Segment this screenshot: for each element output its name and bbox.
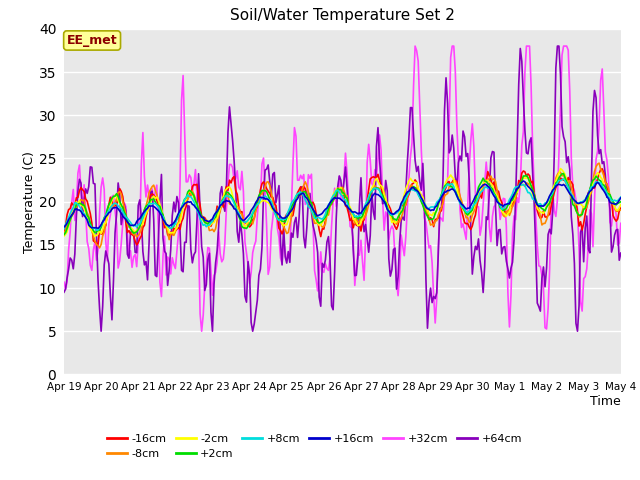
-16cm bbox=[410, 180, 417, 186]
+2cm bbox=[76, 201, 83, 206]
+16cm bbox=[552, 183, 559, 189]
+2cm bbox=[60, 232, 68, 238]
+8cm bbox=[165, 224, 173, 230]
+64cm bbox=[617, 250, 625, 256]
+8cm bbox=[397, 203, 405, 208]
+8cm bbox=[60, 226, 68, 232]
+64cm bbox=[550, 151, 558, 157]
+8cm bbox=[93, 228, 100, 233]
+2cm bbox=[396, 212, 403, 217]
+2cm bbox=[377, 191, 385, 196]
+16cm bbox=[76, 207, 83, 213]
-8cm bbox=[617, 207, 625, 213]
+64cm bbox=[554, 43, 561, 49]
+16cm bbox=[617, 195, 625, 201]
-2cm bbox=[410, 179, 417, 185]
-8cm bbox=[410, 187, 417, 192]
+8cm bbox=[379, 196, 387, 202]
+32cm bbox=[379, 197, 387, 203]
+16cm bbox=[520, 178, 527, 184]
-2cm bbox=[60, 233, 68, 239]
+16cm bbox=[379, 197, 387, 203]
Y-axis label: Temperature (C): Temperature (C) bbox=[23, 151, 36, 252]
+64cm bbox=[379, 201, 387, 206]
-16cm bbox=[379, 192, 387, 198]
-2cm bbox=[397, 203, 405, 209]
Line: +8cm: +8cm bbox=[64, 179, 621, 230]
+2cm bbox=[408, 185, 416, 191]
-16cm bbox=[598, 166, 606, 172]
+64cm bbox=[165, 267, 173, 273]
-2cm bbox=[76, 198, 83, 204]
-2cm bbox=[379, 184, 387, 190]
-2cm bbox=[550, 182, 558, 188]
-2cm bbox=[91, 233, 99, 239]
+64cm bbox=[97, 328, 105, 334]
X-axis label: Time: Time bbox=[590, 395, 621, 408]
+64cm bbox=[397, 218, 405, 224]
Line: +16cm: +16cm bbox=[64, 181, 621, 228]
+32cm bbox=[60, 279, 68, 285]
Line: +64cm: +64cm bbox=[64, 46, 621, 331]
+32cm bbox=[617, 220, 625, 226]
+32cm bbox=[397, 232, 405, 238]
-16cm bbox=[60, 229, 68, 235]
Line: -8cm: -8cm bbox=[64, 163, 621, 248]
-2cm bbox=[557, 166, 564, 171]
+2cm bbox=[617, 199, 625, 204]
+16cm bbox=[165, 223, 173, 229]
Title: Soil/Water Temperature Set 2: Soil/Water Temperature Set 2 bbox=[230, 9, 455, 24]
-16cm bbox=[617, 205, 625, 211]
-8cm bbox=[165, 237, 173, 242]
+8cm bbox=[76, 204, 83, 209]
-8cm bbox=[379, 186, 387, 192]
-2cm bbox=[165, 230, 173, 236]
Line: +2cm: +2cm bbox=[64, 174, 621, 235]
Line: +32cm: +32cm bbox=[64, 46, 621, 331]
-16cm bbox=[133, 242, 141, 248]
-8cm bbox=[550, 184, 558, 190]
Legend: -16cm, -8cm, -2cm, +2cm, +8cm, +16cm, +32cm, +64cm: -16cm, -8cm, -2cm, +2cm, +8cm, +16cm, +3… bbox=[108, 433, 522, 459]
-2cm bbox=[617, 202, 625, 207]
+32cm bbox=[198, 328, 205, 334]
-16cm bbox=[76, 188, 83, 193]
+64cm bbox=[60, 289, 68, 295]
+64cm bbox=[410, 132, 417, 138]
+32cm bbox=[164, 254, 172, 260]
Line: -2cm: -2cm bbox=[64, 168, 621, 236]
+2cm bbox=[164, 223, 172, 229]
Line: -16cm: -16cm bbox=[64, 169, 621, 245]
-16cm bbox=[165, 234, 173, 240]
+2cm bbox=[549, 192, 557, 197]
-8cm bbox=[595, 160, 603, 166]
Text: EE_met: EE_met bbox=[67, 34, 117, 47]
-8cm bbox=[76, 199, 83, 204]
+8cm bbox=[617, 194, 625, 200]
+16cm bbox=[410, 185, 417, 191]
+2cm bbox=[560, 171, 568, 177]
+16cm bbox=[397, 200, 405, 206]
+16cm bbox=[60, 224, 68, 230]
-16cm bbox=[550, 190, 558, 195]
+16cm bbox=[94, 226, 102, 231]
-8cm bbox=[60, 230, 68, 236]
+32cm bbox=[412, 43, 419, 49]
+32cm bbox=[552, 214, 559, 219]
+32cm bbox=[76, 162, 83, 168]
+32cm bbox=[410, 84, 417, 89]
-16cm bbox=[397, 204, 405, 210]
+64cm bbox=[76, 177, 83, 182]
-8cm bbox=[397, 215, 405, 220]
+8cm bbox=[560, 176, 568, 182]
+8cm bbox=[410, 187, 417, 193]
+8cm bbox=[550, 186, 558, 192]
-8cm bbox=[96, 245, 104, 251]
